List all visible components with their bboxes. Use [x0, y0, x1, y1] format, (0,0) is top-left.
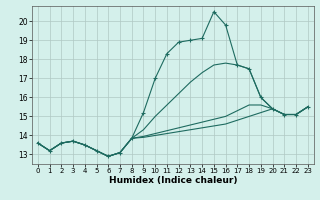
X-axis label: Humidex (Indice chaleur): Humidex (Indice chaleur) — [108, 176, 237, 185]
